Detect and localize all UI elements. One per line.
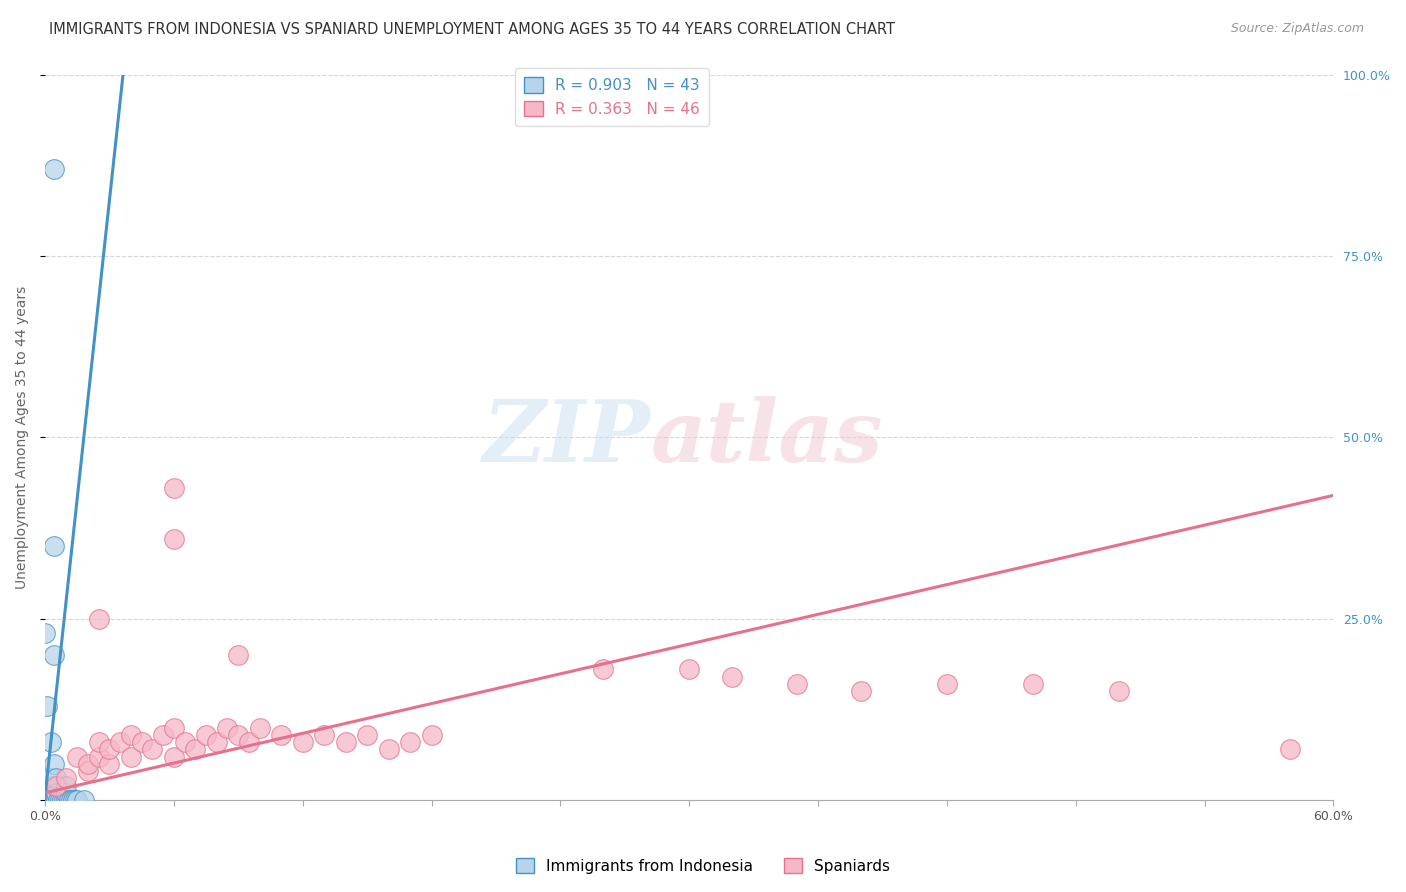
Point xyxy=(37,779,59,793)
Point xyxy=(55,793,77,807)
Point xyxy=(108,735,131,749)
Point xyxy=(152,728,174,742)
Point xyxy=(55,786,77,800)
Point xyxy=(163,481,186,495)
Point xyxy=(42,756,65,771)
Point xyxy=(38,789,60,804)
Point xyxy=(45,779,67,793)
Point xyxy=(87,735,110,749)
Point xyxy=(55,772,77,786)
Point xyxy=(195,728,218,742)
Point xyxy=(58,793,80,807)
Point xyxy=(38,782,60,797)
Point xyxy=(226,728,249,742)
Point xyxy=(66,793,89,807)
Point xyxy=(42,648,65,662)
Point xyxy=(935,677,957,691)
Point xyxy=(163,721,186,735)
Point xyxy=(163,532,186,546)
Point xyxy=(849,684,872,698)
Point xyxy=(53,793,76,807)
Point xyxy=(42,161,65,176)
Point xyxy=(42,789,65,804)
Point xyxy=(238,735,260,749)
Point xyxy=(46,793,69,807)
Point xyxy=(72,793,94,807)
Point xyxy=(62,793,84,807)
Point xyxy=(249,721,271,735)
Point xyxy=(37,786,59,800)
Point xyxy=(1279,742,1302,756)
Point xyxy=(63,793,86,807)
Point xyxy=(41,772,63,786)
Point xyxy=(205,735,228,749)
Point xyxy=(592,663,614,677)
Point xyxy=(1022,677,1045,691)
Point xyxy=(37,790,59,805)
Point xyxy=(356,728,378,742)
Point xyxy=(45,786,67,800)
Point xyxy=(42,793,65,807)
Point xyxy=(34,791,56,805)
Point xyxy=(41,790,63,805)
Point xyxy=(45,772,67,786)
Point xyxy=(98,756,121,771)
Point xyxy=(55,779,77,793)
Point xyxy=(37,793,59,807)
Legend: R = 0.903   N = 43, R = 0.363   N = 46: R = 0.903 N = 43, R = 0.363 N = 46 xyxy=(515,68,709,126)
Point xyxy=(34,793,56,807)
Point xyxy=(41,786,63,800)
Point xyxy=(77,764,100,778)
Text: Source: ZipAtlas.com: Source: ZipAtlas.com xyxy=(1230,22,1364,36)
Point xyxy=(786,677,808,691)
Point xyxy=(42,539,65,553)
Point xyxy=(87,612,110,626)
Point xyxy=(59,793,82,807)
Text: IMMIGRANTS FROM INDONESIA VS SPANIARD UNEMPLOYMENT AMONG AGES 35 TO 44 YEARS COR: IMMIGRANTS FROM INDONESIA VS SPANIARD UN… xyxy=(49,22,896,37)
Text: atlas: atlas xyxy=(651,395,883,479)
Point xyxy=(678,663,700,677)
Point xyxy=(184,742,207,756)
Point xyxy=(173,735,195,749)
Point xyxy=(120,749,142,764)
Point xyxy=(38,793,60,807)
Point xyxy=(420,728,443,742)
Point xyxy=(41,793,63,807)
Point xyxy=(226,648,249,662)
Point xyxy=(38,791,60,805)
Point xyxy=(335,735,357,749)
Point xyxy=(291,735,314,749)
Point xyxy=(131,735,153,749)
Point xyxy=(51,793,73,807)
Point xyxy=(41,735,63,749)
Point xyxy=(38,779,60,793)
Point xyxy=(163,749,186,764)
Point xyxy=(399,735,422,749)
Point xyxy=(38,787,60,801)
Point xyxy=(41,779,63,793)
Point xyxy=(66,749,89,764)
Text: ZIP: ZIP xyxy=(482,395,651,479)
Point xyxy=(49,793,72,807)
Point xyxy=(37,789,59,804)
Point xyxy=(270,728,292,742)
Point xyxy=(217,721,239,735)
Point xyxy=(77,756,100,771)
Point xyxy=(314,728,336,742)
Point xyxy=(34,626,56,640)
Point xyxy=(721,670,744,684)
Legend: Immigrants from Indonesia, Spaniards: Immigrants from Indonesia, Spaniards xyxy=(509,852,897,880)
Point xyxy=(87,749,110,764)
Point xyxy=(1108,684,1130,698)
Point xyxy=(120,728,142,742)
Point xyxy=(45,793,67,807)
Point xyxy=(141,742,163,756)
Y-axis label: Unemployment Among Ages 35 to 44 years: Unemployment Among Ages 35 to 44 years xyxy=(15,285,30,589)
Point xyxy=(377,742,399,756)
Point xyxy=(98,742,121,756)
Point xyxy=(37,698,59,713)
